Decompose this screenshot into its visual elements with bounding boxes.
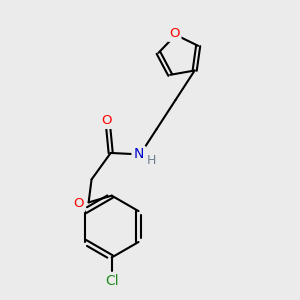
Text: O: O <box>73 197 84 210</box>
Text: H: H <box>147 154 156 167</box>
Text: O: O <box>102 114 112 127</box>
Text: Cl: Cl <box>105 274 119 288</box>
Text: N: N <box>134 147 144 161</box>
Text: O: O <box>169 27 179 40</box>
